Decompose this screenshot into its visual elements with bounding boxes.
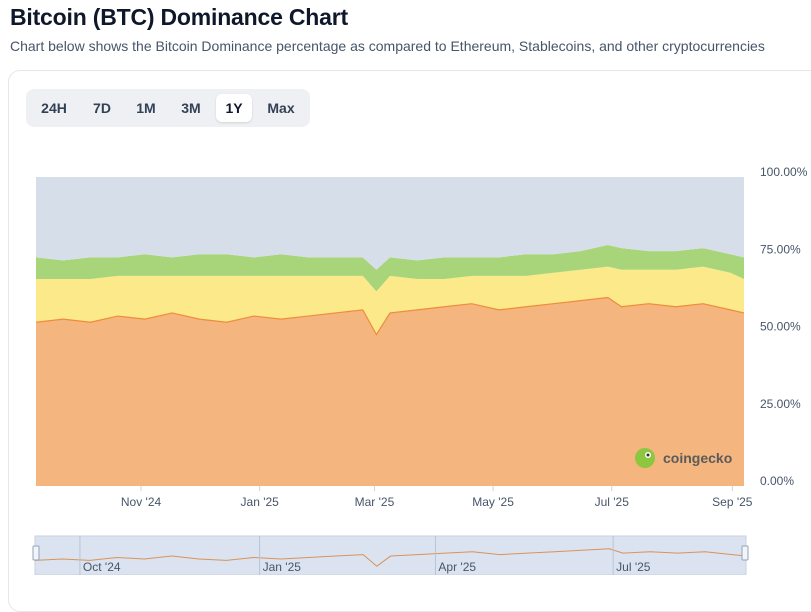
area-btc [36,297,744,486]
y-tick-label: 0.00% [760,474,794,488]
y-tick-label: 100.00% [760,165,808,179]
y-tick-label: 50.00% [760,320,801,334]
range-selector: 24H 7D 1M 3M 1Y Max [26,89,310,127]
area-stable [36,244,744,292]
navigator-handle-left[interactable] [32,545,40,561]
dominance-chart[interactable]: 100.00% 75.00% 50.00% 25.00% 0.00% Nov '24 Ja… [0,0,811,575]
page-title: Bitcoin (BTC) Dominance Chart [10,4,348,30]
navigator-tick-label: Jul '25 [616,560,651,574]
range-tab-24h[interactable]: 24H [41,100,67,116]
navigator-handle-right[interactable] [741,545,749,561]
x-tick-label: Nov '24 [121,495,162,509]
plot-area [35,177,745,486]
x-axis: Nov '24 Jan '25 Mar '25 May '25 Jul '25 Sep '… [121,486,753,509]
navigator[interactable]: Oct '24 Jan '25 Apr '25 Jul '25 [32,535,749,575]
area-eth [36,266,744,335]
range-tab-1y[interactable]: 1Y [216,94,252,122]
range-tab-3m[interactable]: 3M [181,100,201,116]
x-tick-label: May '25 [472,495,514,509]
y-tick-label: 75.00% [760,242,801,256]
navigator-range[interactable] [34,535,747,575]
y-tick-label: 25.00% [760,397,801,411]
x-tick-label: Sep '25 [712,495,753,509]
navigator-tick-label: Apr '25 [438,560,476,574]
y-axis: 100.00% 75.00% 50.00% 25.00% 0.00% [760,165,808,488]
x-tick-label: Mar '25 [355,495,395,509]
range-tab-7d[interactable]: 7D [93,100,111,116]
page-subtitle: Chart below shows the Bitcoin Dominance … [10,38,765,54]
line-btc [35,296,745,336]
gecko-logo-icon [635,448,655,468]
x-tick-label: Jan '25 [241,495,280,509]
navigator-line [34,548,747,567]
x-tick-label: Jul '25 [595,495,630,509]
watermark: coingecko [635,448,732,468]
area-other [36,177,744,270]
navigator-tick-label: Jan '25 [263,560,302,574]
navigator-tick-label: Oct '24 [83,560,121,574]
range-tab-max[interactable]: Max [267,100,295,116]
watermark-text: coingecko [663,450,732,466]
range-tab-1m[interactable]: 1M [136,100,156,116]
gecko-pupil-icon [646,453,650,457]
